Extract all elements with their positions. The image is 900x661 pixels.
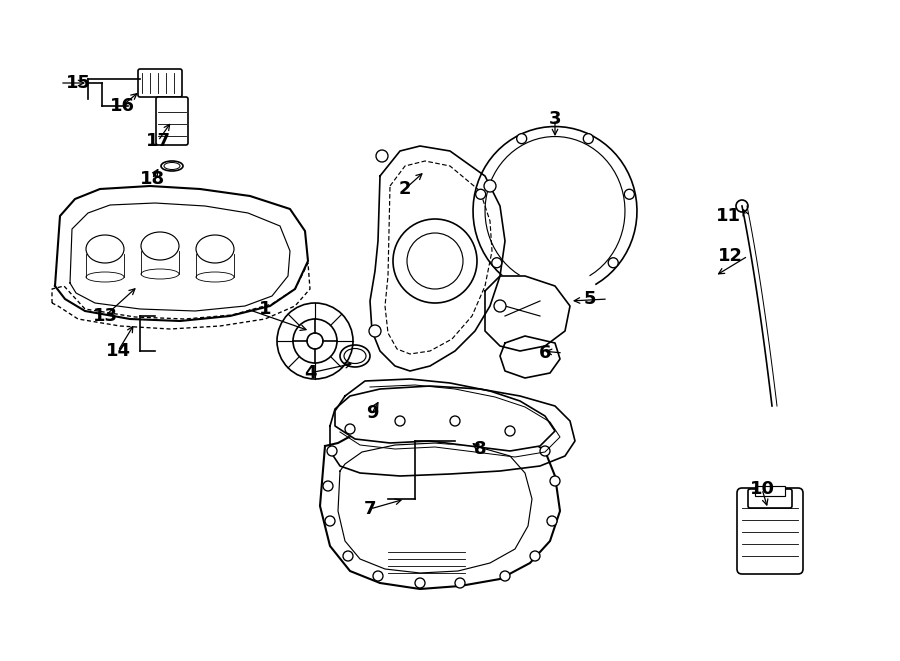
Text: 10: 10 [750,480,775,498]
Text: 3: 3 [549,110,562,128]
Circle shape [505,426,515,436]
Circle shape [345,424,355,434]
Text: 5: 5 [584,290,596,308]
Circle shape [484,180,496,192]
Text: 11: 11 [716,207,741,225]
Polygon shape [55,186,308,321]
Polygon shape [370,146,505,371]
Circle shape [540,446,550,456]
Circle shape [530,551,540,561]
Circle shape [547,516,557,526]
Text: 9: 9 [365,404,378,422]
Circle shape [325,516,335,526]
Circle shape [415,578,425,588]
Text: 7: 7 [364,500,376,518]
FancyBboxPatch shape [748,489,792,508]
Circle shape [491,258,502,268]
Text: 6: 6 [539,344,551,362]
Polygon shape [485,276,570,351]
Circle shape [476,189,486,199]
Circle shape [625,189,634,199]
FancyBboxPatch shape [737,488,803,574]
Circle shape [450,416,460,426]
Circle shape [455,578,465,588]
Polygon shape [330,386,575,476]
FancyBboxPatch shape [138,69,182,97]
Circle shape [550,476,560,486]
Circle shape [376,150,388,162]
Polygon shape [335,379,555,451]
Text: 12: 12 [717,247,742,265]
Polygon shape [320,423,560,589]
Bar [755,486,785,496]
Text: 4: 4 [304,364,316,382]
Text: 16: 16 [110,97,134,115]
Text: 2: 2 [399,180,411,198]
Text: 18: 18 [140,170,165,188]
Text: 15: 15 [66,74,91,92]
Polygon shape [500,336,560,378]
Circle shape [327,446,337,456]
Circle shape [369,325,381,337]
Circle shape [583,134,593,143]
Circle shape [373,571,383,581]
Circle shape [395,416,405,426]
Text: 13: 13 [93,307,118,325]
Circle shape [323,481,333,491]
Circle shape [494,300,506,312]
Circle shape [343,551,353,561]
Circle shape [608,258,618,268]
Text: 1: 1 [259,300,271,318]
Circle shape [500,571,510,581]
Text: 14: 14 [105,342,130,360]
Circle shape [517,134,526,143]
Text: 8: 8 [473,440,486,458]
FancyBboxPatch shape [156,97,188,145]
Text: 17: 17 [146,132,170,150]
